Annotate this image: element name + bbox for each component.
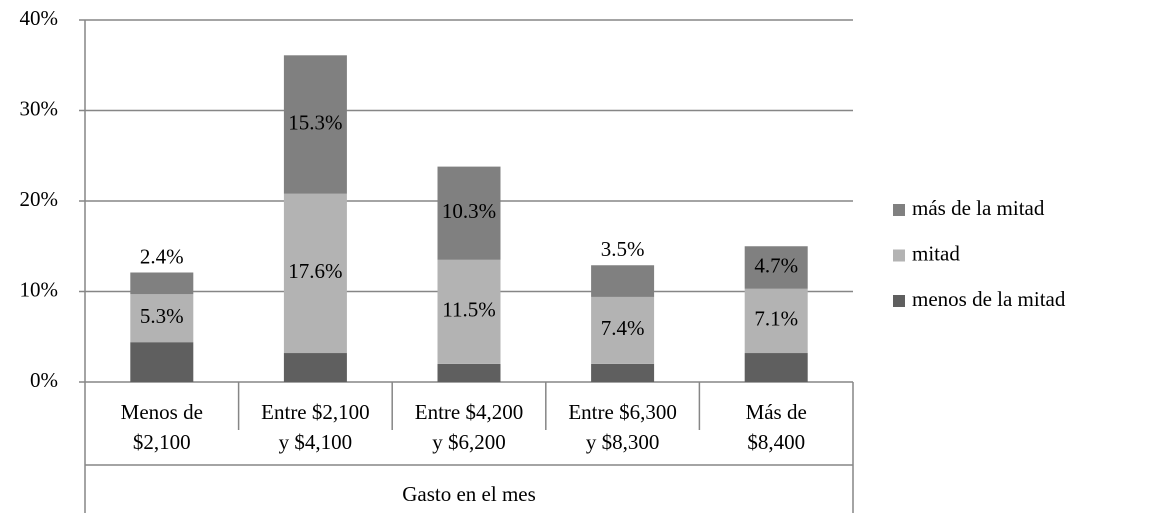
value-label: 10.3% xyxy=(442,199,496,223)
y-tick-label: 10% xyxy=(20,277,59,301)
y-tick-label: 40% xyxy=(20,6,59,30)
bar-segment xyxy=(591,296,655,364)
legend-label: más de la mitad xyxy=(912,196,1045,220)
bar-segment xyxy=(130,294,194,343)
y-tick-label: 20% xyxy=(20,187,59,211)
bar-segment xyxy=(744,246,808,289)
bar-segment xyxy=(591,363,655,382)
y-tick-label: 0% xyxy=(30,368,58,392)
value-label: 7.4% xyxy=(601,316,645,340)
bar-segment xyxy=(437,363,501,382)
x-tick-label: Entre $6,300 y $8,300 xyxy=(568,400,676,454)
value-label: 17.6% xyxy=(288,259,342,283)
value-label: 7.1% xyxy=(754,307,798,331)
legend-label: mitad xyxy=(912,241,960,265)
value-label: 3.5% xyxy=(601,237,645,261)
bar-segment xyxy=(130,272,194,295)
y-tick-label: 30% xyxy=(20,96,59,120)
legend-swatch xyxy=(893,249,905,262)
x-tick-label: Menos de $2,100 xyxy=(121,400,203,454)
x-tick-label: Entre $2,100 y $4,100 xyxy=(261,400,369,454)
bar-segment xyxy=(437,259,501,364)
value-label: 4.7% xyxy=(754,253,798,277)
bar-segment xyxy=(744,288,808,354)
bar-segment xyxy=(591,265,655,297)
value-label: 15.3% xyxy=(288,110,342,134)
bar-segment xyxy=(130,342,194,382)
bar-segment xyxy=(437,166,501,260)
x-tick-label: Entre $4,200 y $6,200 xyxy=(415,400,523,454)
legend-swatch xyxy=(893,204,905,216)
bar-segment xyxy=(283,193,347,354)
x-tick-label: Más de $8,400 xyxy=(746,400,807,454)
bar-segment xyxy=(283,353,347,382)
bar-segment xyxy=(283,55,347,194)
legend-label: menos de la mitad xyxy=(912,287,1066,311)
value-label: 11.5% xyxy=(442,298,495,322)
x-axis-label: Gasto en el mes xyxy=(402,482,536,506)
value-label: 2.4% xyxy=(140,244,184,268)
bar-segment xyxy=(744,353,808,382)
legend-swatch xyxy=(893,295,905,307)
value-label: 5.3% xyxy=(140,304,184,328)
